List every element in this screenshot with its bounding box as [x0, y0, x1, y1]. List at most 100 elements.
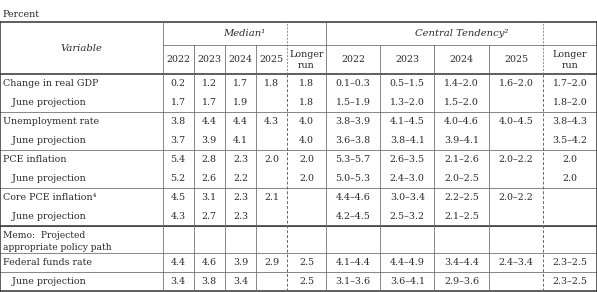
Text: Change in real GDP: Change in real GDP [3, 79, 99, 88]
Text: 4.4–4.9: 4.4–4.9 [390, 258, 424, 267]
Text: 1.4–2.0: 1.4–2.0 [444, 79, 479, 88]
Text: 2.5–3.2: 2.5–3.2 [390, 212, 425, 221]
Text: 1.8: 1.8 [264, 79, 279, 88]
Text: 2.5: 2.5 [299, 258, 314, 267]
Text: 3.8: 3.8 [202, 277, 217, 286]
Text: June projection: June projection [3, 212, 86, 221]
Text: June projection: June projection [3, 277, 86, 286]
Text: 2023: 2023 [395, 55, 419, 64]
Text: Longer
run: Longer run [553, 50, 587, 69]
Text: 4.0–4.5: 4.0–4.5 [498, 117, 534, 126]
Text: PCE inflation: PCE inflation [3, 155, 66, 164]
Text: 2.1–2.5: 2.1–2.5 [444, 212, 479, 221]
Text: 3.8–4.1: 3.8–4.1 [390, 136, 424, 145]
Text: 2025: 2025 [260, 55, 284, 64]
Text: Core PCE inflation⁴: Core PCE inflation⁴ [3, 193, 96, 202]
Text: 2022: 2022 [341, 55, 365, 64]
Text: 1.5–1.9: 1.5–1.9 [336, 98, 370, 107]
Text: 3.7: 3.7 [171, 136, 186, 145]
Text: 2.3: 2.3 [233, 193, 248, 202]
Text: 1.6–2.0: 1.6–2.0 [498, 79, 534, 88]
Text: 3.6–3.8: 3.6–3.8 [336, 136, 371, 145]
Text: Memo:  Projected: Memo: Projected [3, 231, 85, 240]
Text: 5.2: 5.2 [171, 174, 186, 183]
Text: Median¹: Median¹ [223, 29, 265, 38]
Text: 2024: 2024 [229, 55, 253, 64]
Text: 2.0–2.5: 2.0–2.5 [444, 174, 479, 183]
Text: 1.9: 1.9 [233, 98, 248, 107]
Text: 1.3–2.0: 1.3–2.0 [390, 98, 424, 107]
Text: 5.3–5.7: 5.3–5.7 [336, 155, 371, 164]
Text: 2.4–3.4: 2.4–3.4 [498, 258, 534, 267]
Text: 0.5–1.5: 0.5–1.5 [390, 79, 425, 88]
Text: 1.8: 1.8 [299, 98, 314, 107]
Text: 2.9–3.6: 2.9–3.6 [444, 277, 479, 286]
Text: 4.4: 4.4 [202, 117, 217, 126]
Text: 0.2: 0.2 [171, 79, 186, 88]
Text: 1.2: 1.2 [202, 79, 217, 88]
Text: 2.6–3.5: 2.6–3.5 [390, 155, 425, 164]
Text: 2024: 2024 [450, 55, 473, 64]
Text: 4.6: 4.6 [202, 258, 217, 267]
Text: 3.9: 3.9 [233, 258, 248, 267]
Text: June projection: June projection [3, 98, 86, 107]
Text: 4.0: 4.0 [299, 136, 314, 145]
Text: 1.8: 1.8 [299, 79, 314, 88]
Text: 4.3: 4.3 [171, 212, 186, 221]
Text: 3.1–3.6: 3.1–3.6 [336, 277, 371, 286]
Text: 1.7: 1.7 [202, 98, 217, 107]
Text: 2.2–2.5: 2.2–2.5 [444, 193, 479, 202]
Text: 2.9: 2.9 [264, 258, 279, 267]
Text: 4.4: 4.4 [233, 117, 248, 126]
Text: 1.7: 1.7 [171, 98, 186, 107]
Text: 2.0: 2.0 [299, 174, 314, 183]
Text: appropriate policy path: appropriate policy path [3, 243, 112, 252]
Text: 3.4–4.4: 3.4–4.4 [444, 258, 479, 267]
Text: 2.3–2.5: 2.3–2.5 [553, 258, 587, 267]
Text: 2.0: 2.0 [264, 155, 279, 164]
Text: 2.0–2.2: 2.0–2.2 [498, 193, 534, 202]
Text: 2.7: 2.7 [202, 212, 217, 221]
Text: 3.6–4.1: 3.6–4.1 [390, 277, 425, 286]
Text: 2.0–2.2: 2.0–2.2 [498, 155, 534, 164]
Text: 4.3: 4.3 [264, 117, 279, 126]
Text: 1.5–2.0: 1.5–2.0 [444, 98, 479, 107]
Text: 4.2–4.5: 4.2–4.5 [336, 212, 370, 221]
Text: 0.1–0.3: 0.1–0.3 [336, 79, 370, 88]
Text: June projection: June projection [3, 136, 86, 145]
Text: 2023: 2023 [197, 55, 221, 64]
Text: Unemployment rate: Unemployment rate [3, 117, 99, 126]
Text: Longer
run: Longer run [289, 50, 324, 69]
Text: 1.7: 1.7 [233, 79, 248, 88]
Text: Federal funds rate: Federal funds rate [3, 258, 92, 267]
Text: 4.5: 4.5 [171, 193, 186, 202]
Text: 2.0: 2.0 [299, 155, 314, 164]
Text: 2.5: 2.5 [299, 277, 314, 286]
Text: Central Tendency²: Central Tendency² [415, 29, 508, 38]
Text: 2.1–2.6: 2.1–2.6 [444, 155, 479, 164]
Text: 3.5–4.2: 3.5–4.2 [553, 136, 587, 145]
Text: 2025: 2025 [504, 55, 528, 64]
Text: 2.4–3.0: 2.4–3.0 [390, 174, 424, 183]
Text: 3.8: 3.8 [171, 117, 186, 126]
Text: 3.4: 3.4 [171, 277, 186, 286]
Text: 2.3: 2.3 [233, 155, 248, 164]
Text: 4.1–4.5: 4.1–4.5 [390, 117, 424, 126]
Text: 4.0–4.6: 4.0–4.6 [444, 117, 479, 126]
Text: 2.3: 2.3 [233, 212, 248, 221]
Text: 4.1: 4.1 [233, 136, 248, 145]
Text: 2.6: 2.6 [202, 174, 217, 183]
Text: 2.8: 2.8 [202, 155, 217, 164]
Text: 5.0–5.3: 5.0–5.3 [336, 174, 371, 183]
Text: 2.0: 2.0 [562, 155, 578, 164]
Text: 2.1: 2.1 [264, 193, 279, 202]
Text: 4.0: 4.0 [299, 117, 314, 126]
Text: June projection: June projection [3, 174, 86, 183]
Text: 3.1: 3.1 [202, 193, 217, 202]
Text: 5.4: 5.4 [171, 155, 186, 164]
Text: 3.9–4.1: 3.9–4.1 [444, 136, 479, 145]
Text: 2.0: 2.0 [562, 174, 578, 183]
Text: 3.4: 3.4 [233, 277, 248, 286]
Text: 3.8–4.3: 3.8–4.3 [553, 117, 587, 126]
Text: 3.0–3.4: 3.0–3.4 [390, 193, 425, 202]
